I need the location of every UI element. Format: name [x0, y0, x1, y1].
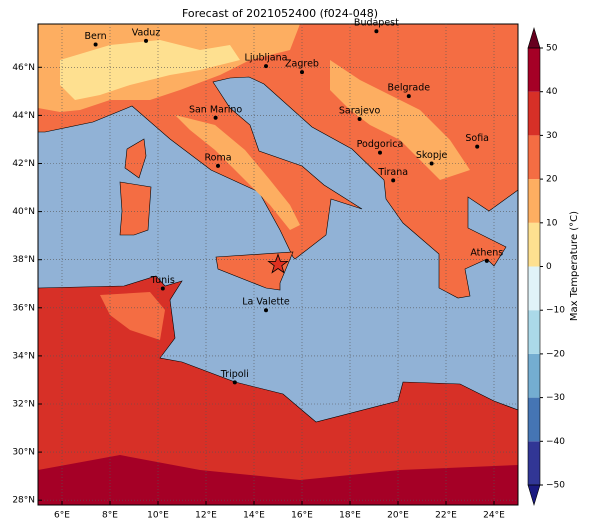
city-label: Bern	[85, 31, 107, 42]
x-tick-label: 16°E	[291, 511, 313, 521]
colorbar-label: Max Temperature (°C)	[569, 211, 580, 321]
city-point	[406, 94, 411, 99]
y-tick-label: 34°N	[12, 351, 35, 361]
colorbar-tick-label: −30	[546, 393, 565, 403]
land-tunisia-warm	[100, 292, 165, 340]
colorbar-tick-label: −20	[546, 349, 565, 359]
city-label: Zagreb	[285, 59, 319, 70]
city-label: San Marino	[189, 104, 242, 115]
colorbar-under	[527, 484, 541, 507]
colorbar-bin	[528, 353, 540, 398]
colorbar-tick-label: −40	[546, 437, 565, 447]
city-point	[160, 286, 165, 291]
city-point	[374, 29, 379, 34]
x-tick-label: 18°E	[339, 511, 361, 521]
city-point	[391, 178, 396, 183]
title: Forecast of 2021052400 (f024-048)	[182, 7, 378, 20]
land-sardinia	[119, 181, 152, 236]
colorbar-over	[527, 26, 541, 49]
colorbar-bin	[528, 91, 540, 136]
colorbar-tick-label: 40	[546, 87, 558, 97]
x-tick-label: 8°E	[102, 511, 118, 521]
map-frame	[37, 23, 519, 506]
city-label: Sarajevo	[339, 105, 381, 116]
y-tick-label: 46°N	[12, 63, 35, 73]
city-point	[216, 163, 220, 168]
city-point	[213, 115, 218, 120]
x-tick-label: 6°E	[54, 511, 70, 521]
colorbar-bin	[528, 179, 540, 223]
city-label: Podgorica	[357, 139, 404, 150]
colorbar-tick-label: 20	[546, 175, 558, 185]
colorbar-tick-label: 0	[546, 262, 552, 272]
star-marker	[267, 253, 289, 274]
x-tick-label: 22°E	[435, 511, 457, 521]
y-tick-label: 42°N	[12, 159, 35, 169]
colorbar-tick-label: −10	[546, 306, 565, 316]
colorbar-bin	[528, 310, 540, 354]
colorbar-bin	[528, 397, 540, 442]
city-point	[232, 380, 237, 385]
dynamic: 6°E 8°E 10°E 12°E 14°E 16°E 18°E 20°E 22°E 24°E 28…	[12, 18, 565, 521]
y-tick-label: 38°N	[12, 255, 35, 265]
colorbar-bin	[528, 441, 540, 485]
y-tick-label: 28°N	[12, 496, 35, 506]
colorbar-tick-label: 10	[546, 218, 558, 228]
colorbar-bin	[528, 135, 540, 180]
city-label: Roma	[204, 152, 231, 163]
x-tick-label: 14°E	[243, 511, 265, 521]
city-label: Vaduz	[132, 27, 161, 38]
colorbar-tick-label: 50	[546, 44, 558, 54]
city-label: Tripoli	[220, 369, 249, 380]
city-point	[357, 116, 362, 121]
x-tick-label: 10°E	[147, 511, 169, 521]
city-label: Tunis	[150, 275, 175, 286]
city-point	[93, 42, 98, 47]
colorbar-bin	[528, 266, 540, 311]
colorbar-bin	[528, 222, 540, 267]
city-label: Belgrade	[387, 83, 430, 94]
colorbar-bin	[528, 48, 540, 92]
y-tick-label: 36°N	[12, 303, 35, 313]
land-balkan-warm	[330, 60, 470, 180]
city-label: Athens	[470, 247, 503, 258]
land-alps-cool	[60, 40, 240, 100]
city-label: Skopje	[416, 150, 448, 161]
city-point	[378, 150, 382, 155]
colorbar-tick-label: 30	[546, 131, 558, 141]
x-tick-label: 24°E	[483, 511, 505, 521]
city-point	[144, 38, 148, 43]
city-label: Sofia	[465, 133, 489, 144]
city-point	[429, 161, 434, 166]
city-point	[475, 144, 480, 149]
y-tick-label: 30°N	[12, 448, 35, 458]
city-point	[300, 70, 304, 75]
land-corsica	[124, 138, 147, 179]
city-label: Budapest	[354, 18, 399, 29]
y-tick-label: 32°N	[12, 399, 35, 409]
city-point	[264, 64, 268, 69]
city-label: La Valette	[242, 297, 290, 308]
land-apennine-warm	[175, 115, 300, 230]
y-tick-label: 44°N	[12, 111, 35, 121]
city-label: Tirana	[377, 167, 408, 178]
city-label: Ljubljana	[245, 53, 288, 64]
colorbar-tick-label: −50	[546, 481, 565, 491]
city-point	[484, 258, 489, 263]
city-point	[264, 308, 268, 313]
x-tick-label: 20°E	[387, 511, 409, 521]
x-tick-label: 12°E	[195, 511, 217, 521]
y-tick-label: 40°N	[12, 207, 35, 217]
